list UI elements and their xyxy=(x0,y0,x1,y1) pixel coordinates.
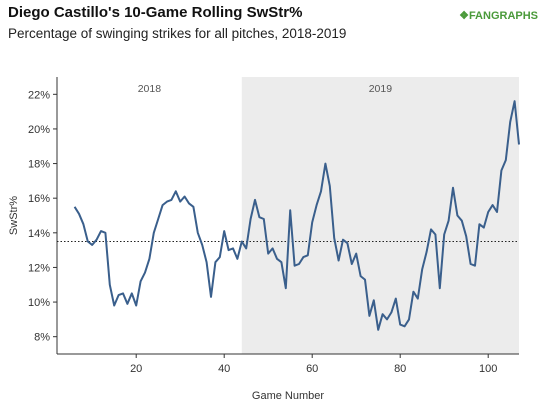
y-tick-label: 18% xyxy=(28,159,50,171)
region-label-2018: 2018 xyxy=(138,83,162,95)
fangraphs-logo: ❖ FANGRAPHS xyxy=(459,9,538,23)
x-axis-title: Game Number xyxy=(252,390,324,402)
y-tick-label: 8% xyxy=(34,332,50,344)
x-tick-label: 80 xyxy=(394,363,406,375)
x-tick-label: 100 xyxy=(479,363,497,375)
y-tick-label: 14% xyxy=(28,228,50,240)
region-2018 xyxy=(57,77,242,354)
series-line xyxy=(73,100,520,331)
y-tick-label: 20% xyxy=(28,124,50,136)
region-label-2019: 2019 xyxy=(369,83,393,95)
fangraphs-logo-text: FANGRAPHS xyxy=(468,9,538,22)
region-2019 xyxy=(241,77,520,354)
y-tick-label: 10% xyxy=(28,297,50,309)
y-tick-label: 22% xyxy=(28,89,50,101)
y-tick-label: 16% xyxy=(28,193,50,205)
chart-subtitle: Percentage of swinging strikes for all p… xyxy=(8,26,347,41)
chart-title: Diego Castillo's 10-Game Rolling SwStr% xyxy=(8,4,303,21)
x-tick-label: 40 xyxy=(218,363,230,375)
fangraphs-logo-icon: ❖ xyxy=(459,10,469,22)
x-tick-label: 20 xyxy=(130,363,142,375)
y-tick-label: 12% xyxy=(28,262,50,274)
x-tick-label: 60 xyxy=(306,363,318,375)
y-axis-title: SwStr% xyxy=(8,196,20,235)
